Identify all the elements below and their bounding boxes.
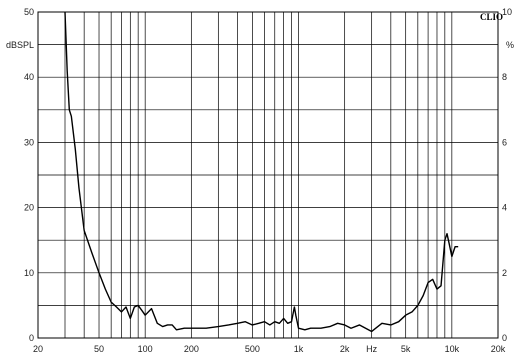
left-tick-label: 40	[24, 72, 34, 82]
left-axis-unit: dBSPL	[6, 40, 34, 50]
data-series	[64, 11, 459, 333]
x-tick-label: 10k	[445, 344, 460, 354]
left-tick-label: 50	[24, 7, 34, 17]
x-tick-label: 200	[184, 344, 199, 354]
right-tick-label: 4	[502, 203, 507, 213]
brand-logo: CLIO	[480, 12, 503, 22]
axis-labels: 20 50 100 200 500 1k 2k 5k 10k 20kHz0102030405002…	[24, 7, 512, 354]
right-tick-label: 2	[502, 268, 507, 278]
x-tick-label: 1k	[294, 344, 304, 354]
grid	[37, 11, 499, 339]
x-tick-label: 500	[245, 344, 260, 354]
left-tick-label: 30	[24, 137, 34, 147]
right-tick-label: 8	[502, 72, 507, 82]
x-tick-label: 50	[94, 344, 104, 354]
x-axis-unit: Hz	[366, 344, 377, 354]
right-tick-label: 6	[502, 137, 507, 147]
x-tick-label: 2k	[340, 344, 350, 354]
left-tick-label: 20	[24, 203, 34, 213]
x-tick-label: 20	[33, 344, 43, 354]
series-line	[64, 11, 459, 333]
right-tick-label: 0	[502, 333, 507, 343]
left-tick-label: 10	[24, 268, 34, 278]
right-tick-label: 10	[502, 7, 512, 17]
right-axis-unit: %	[506, 40, 514, 50]
left-tick-label: 0	[29, 333, 34, 343]
x-tick-label: 5k	[401, 344, 411, 354]
x-tick-label: 100	[138, 344, 153, 354]
x-tick-label: 20k	[491, 344, 506, 354]
